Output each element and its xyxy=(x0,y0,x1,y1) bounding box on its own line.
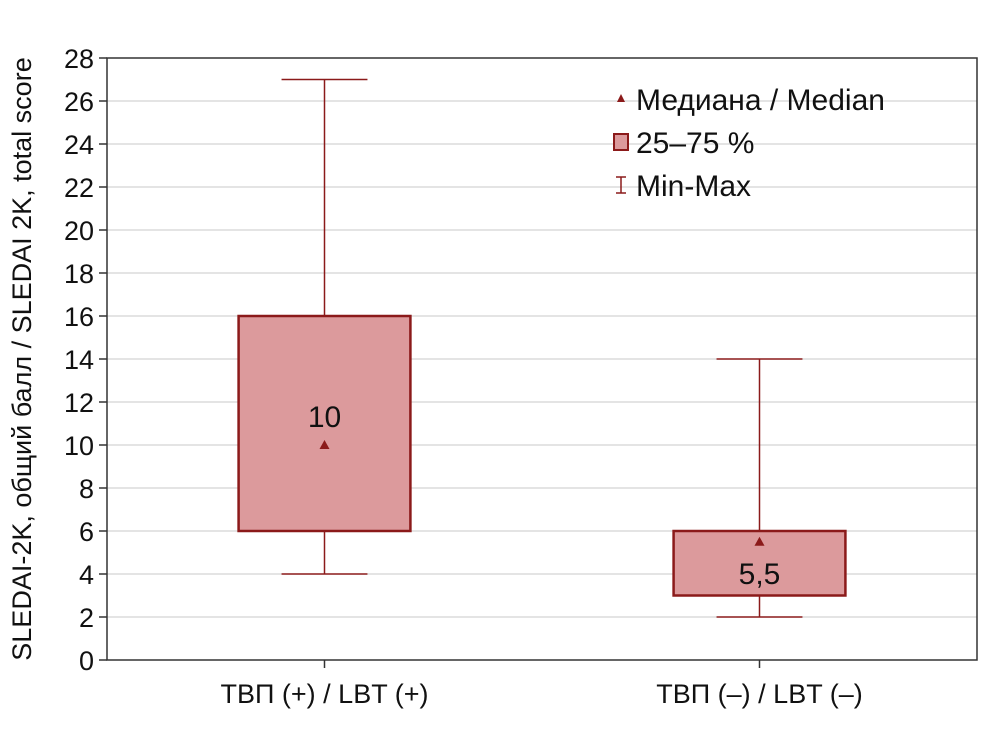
y-tick-label: 24 xyxy=(64,130,94,160)
y-tick-label: 8 xyxy=(79,474,94,504)
y-tick-label: 28 xyxy=(64,44,94,74)
legend-median-symbol xyxy=(617,94,625,102)
box-group: 5,5 xyxy=(672,358,847,618)
x-tick-label: ТВП (–) / LBT (–) xyxy=(656,679,862,709)
y-tick-label: 16 xyxy=(64,302,94,332)
box-series: 105,5 xyxy=(237,78,847,618)
y-tick-label: 2 xyxy=(79,603,94,633)
y-tick-label: 14 xyxy=(64,345,94,375)
y-tick-label: 22 xyxy=(64,173,94,203)
legend-label: Min-Max xyxy=(636,170,751,203)
median-label: 10 xyxy=(308,401,341,434)
x-tick-label: ТВП (+) / LBT (+) xyxy=(221,679,429,709)
y-tick-label: 12 xyxy=(64,388,94,418)
x-axis-ticks: ТВП (+) / LBT (+) ТВП (–) / LBT (–) xyxy=(221,660,863,709)
median-marker xyxy=(319,440,330,449)
y-tick-label: 10 xyxy=(64,431,94,461)
iqr-box xyxy=(672,529,847,597)
legend-whisker-symbol xyxy=(616,176,626,194)
y-tick-label: 6 xyxy=(79,517,94,547)
median-label: 5,5 xyxy=(739,558,781,591)
legend-label: Медиана / Median xyxy=(636,84,885,117)
box-group: 10 xyxy=(237,78,412,575)
y-tick-label: 18 xyxy=(64,259,94,289)
legend: Медиана / Median 25–75 % Min-Max xyxy=(613,84,885,203)
iqr-box xyxy=(237,314,412,533)
legend-box-symbol xyxy=(613,133,629,151)
median-marker xyxy=(754,536,765,546)
y-tick-label: 26 xyxy=(64,87,94,117)
plot-frame xyxy=(106,57,978,661)
y-tick-label: 20 xyxy=(64,216,94,246)
y-tick-label: 4 xyxy=(79,560,94,590)
y-axis-label: SLEDAI-2K, общий балл / SLEDAI 2K, total… xyxy=(7,57,37,660)
legend-label: 25–75 % xyxy=(636,127,754,160)
y-tick-label: 0 xyxy=(79,646,94,676)
